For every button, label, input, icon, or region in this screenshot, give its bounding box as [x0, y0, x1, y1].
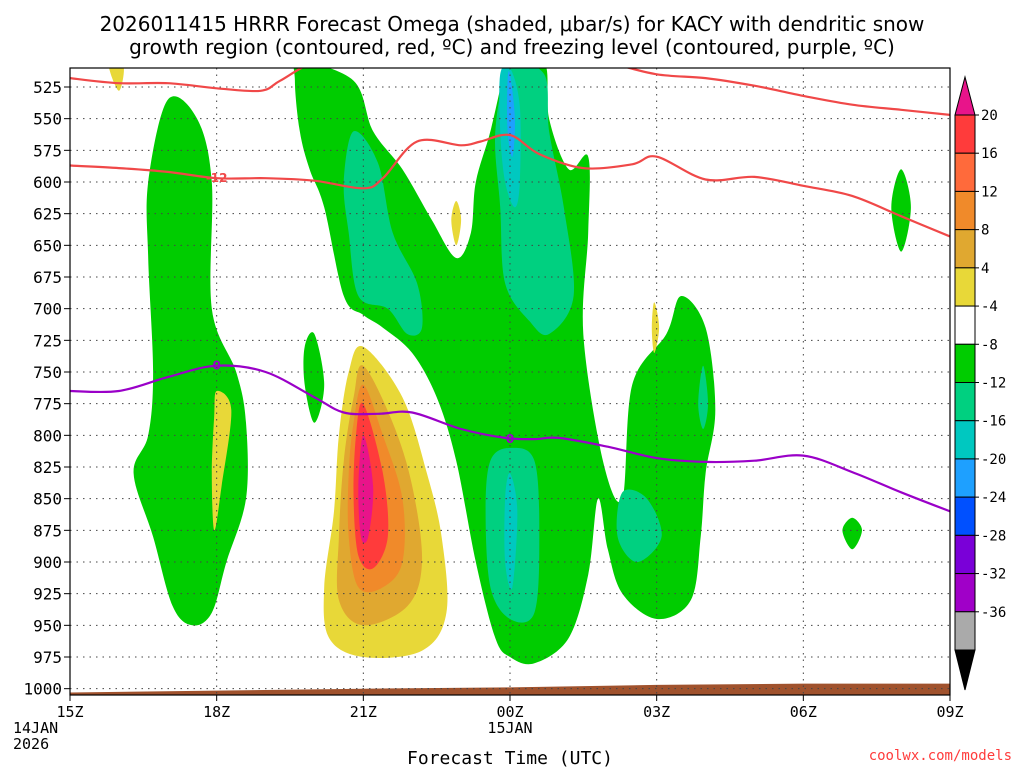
- x-tick-label: 15Z: [56, 703, 83, 721]
- y-tick-label: 1000: [23, 680, 62, 699]
- colorbar-segment: [954, 573, 976, 613]
- colorbar-segment: [954, 152, 976, 192]
- omega-region-neg8: [891, 169, 911, 252]
- x-axis-label: Forecast Time (UTC): [407, 748, 613, 768]
- colorbar-label: -12: [981, 376, 1006, 392]
- colorbar-label: 4: [981, 261, 989, 277]
- colorbar-label: 12: [981, 184, 998, 200]
- colorbar-segment: [954, 420, 976, 460]
- omega-region-neg8: [303, 332, 325, 423]
- x-tick-label: 00Z: [496, 703, 523, 721]
- y-tick-label: 775: [33, 395, 62, 414]
- colorbar-label: -8: [981, 337, 998, 353]
- colorbar-segment: [954, 534, 976, 575]
- colorbar-segment: [954, 382, 976, 422]
- colorbar-segment: [954, 458, 976, 498]
- colorbar-label: -24: [981, 490, 1006, 506]
- x-tick-label: 14JAN: [13, 719, 58, 737]
- y-tick-label: 875: [33, 521, 62, 540]
- omega-region-neg16: [504, 473, 518, 590]
- x-tick-label: 21Z: [350, 703, 377, 721]
- omega-region-4: [651, 302, 660, 353]
- colorbar-segment: [954, 305, 976, 345]
- terrain-fill: [70, 683, 950, 695]
- omega-region-20: [358, 435, 374, 543]
- colorbar-label: 20: [981, 108, 998, 124]
- terrain-layer: [70, 683, 950, 695]
- chart-title-line2: growth region (contoured, red, ºC) and f…: [129, 35, 895, 59]
- y-tick-label: 750: [33, 363, 62, 382]
- y-tick-label: 650: [33, 236, 62, 255]
- omega-region-4: [109, 68, 124, 91]
- colorbar-segment: [954, 114, 976, 154]
- colorbar-label: -32: [981, 567, 1006, 583]
- contour-lines: [70, 68, 950, 513]
- colorbar-segment: [954, 343, 976, 383]
- y-tick-label: 825: [33, 458, 62, 477]
- colorbar-label: 8: [981, 223, 989, 239]
- y-tick-label: 725: [33, 331, 62, 350]
- contour-label: 0: [212, 359, 220, 373]
- y-tick-label: 675: [33, 268, 62, 287]
- x-tick-label: 03Z: [643, 703, 670, 721]
- contour-line-1: [70, 68, 950, 116]
- y-tick-label: 575: [33, 141, 62, 160]
- credit-text: coolwx.com/models: [869, 748, 1012, 764]
- contour-label: 0: [506, 432, 514, 446]
- omega-region-4: [451, 201, 462, 246]
- y-tick-label: 950: [33, 616, 62, 635]
- contour-line-2: [70, 364, 950, 513]
- colorbar-segment: [954, 496, 976, 536]
- colorbar-label: -16: [981, 414, 1006, 430]
- omega-region-neg8: [293, 68, 716, 665]
- colorbar-bottom-arrow: [954, 649, 976, 691]
- colorbar-segment: [954, 267, 976, 307]
- y-tick-label: 900: [33, 553, 62, 572]
- chart-title-line1: 2026011415 HRRR Forecast Omega (shaded, …: [100, 12, 925, 36]
- omega-region-neg12: [616, 489, 662, 562]
- y-tick-label: 600: [33, 173, 62, 192]
- omega-region-neg8: [842, 517, 862, 550]
- colorbar-top-arrow: [954, 75, 976, 116]
- y-tick-label: 700: [33, 300, 62, 319]
- contour-line-0: [70, 133, 950, 238]
- colorbar-segment: [954, 229, 976, 269]
- omega-region-neg12: [698, 365, 708, 429]
- contour-label: -12: [206, 171, 228, 185]
- colorbar-label: -20: [981, 452, 1006, 468]
- x-tick-label: 15JAN: [487, 719, 532, 737]
- y-tick-label: 975: [33, 648, 62, 667]
- colorbar: 20 16 12 8 4 -4 -8 -12 -16 -20 -24 -28 -32 -36: [954, 75, 1006, 691]
- colorbar-label: -36: [981, 605, 1006, 621]
- colorbar-label: -28: [981, 528, 1006, 544]
- y-tick-label: 525: [33, 78, 62, 97]
- colorbar-label: 16: [981, 146, 998, 162]
- gridlines: [70, 68, 950, 695]
- y-tick-label: 800: [33, 426, 62, 445]
- y-tick-label: 625: [33, 205, 62, 224]
- x-tick-label: 06Z: [790, 703, 817, 721]
- contour-labels: -12 0 0: [206, 171, 514, 446]
- y-tick-label: 850: [33, 490, 62, 509]
- x-tick-label: 09Z: [936, 703, 963, 721]
- colorbar-label: -4: [981, 299, 998, 315]
- x-tick-label: 2026: [13, 735, 49, 753]
- y-axis: 525 550 575 600 625 650 675 700 725 750 775 800 825 8…: [23, 78, 70, 699]
- x-tick-label: 18Z: [203, 703, 230, 721]
- colorbar-segment: [954, 190, 976, 231]
- colorbar-segment: [954, 611, 976, 651]
- y-tick-label: 550: [33, 110, 62, 129]
- y-tick-label: 925: [33, 585, 62, 604]
